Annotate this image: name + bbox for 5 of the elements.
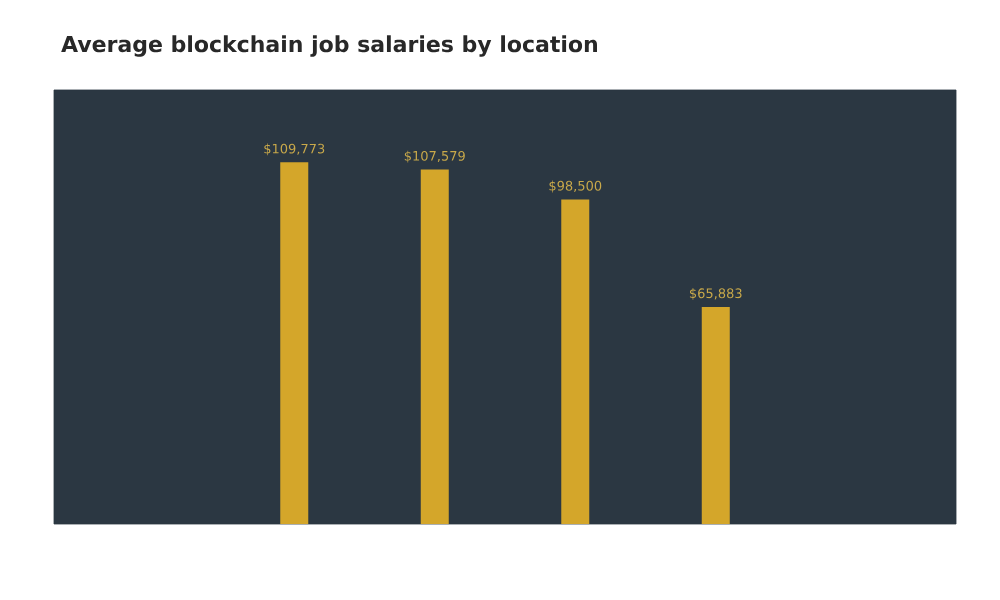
bar [280,162,309,524]
bar [561,199,590,524]
chart-title: Average blockchain job salaries by location [61,35,597,57]
bar [420,169,449,524]
bar [701,306,730,524]
